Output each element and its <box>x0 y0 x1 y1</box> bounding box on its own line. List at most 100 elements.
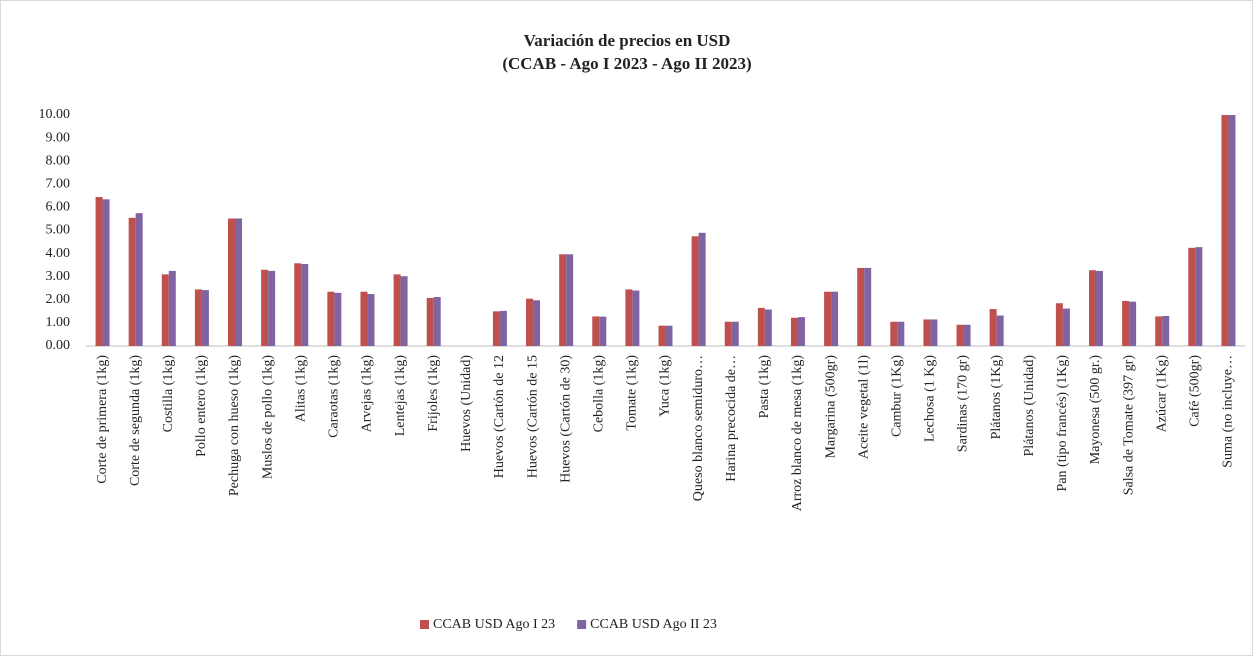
bar <box>102 199 110 346</box>
x-tick-label: Pasta (1kg) <box>757 355 772 419</box>
bar <box>1088 270 1096 346</box>
x-tick-label: Huevos (Cartón de 30) <box>558 355 573 483</box>
bar <box>533 300 541 346</box>
x-tick-label: Plátanos (Unidad) <box>1022 355 1037 457</box>
bar <box>824 291 832 346</box>
y-tick-label: 0.00 <box>46 338 71 353</box>
x-tick-label: Pollo entero (1kg) <box>194 355 209 457</box>
x-tick-label: Huevos (Cartón de 12 <box>492 355 507 478</box>
bar <box>492 311 500 346</box>
x-tick-label: Suma (no incluye… <box>1221 355 1236 468</box>
y-tick-label: 10.00 <box>39 107 71 122</box>
chart-subtitle: (CCAB - Ago I 2023 - Ago II 2023) <box>502 54 751 73</box>
x-tick-label: Margarina (500gr) <box>823 355 838 459</box>
x-tick-label: Cambur (1Kg) <box>890 355 905 437</box>
y-tick-label: 7.00 <box>46 177 71 192</box>
bar <box>864 267 872 346</box>
bar <box>135 213 143 346</box>
bar <box>923 319 931 346</box>
bar <box>433 297 441 346</box>
bar <box>797 317 805 346</box>
x-tick-label: Lechosa (1 Kg) <box>923 355 938 442</box>
y-tick-label: 3.00 <box>46 269 71 284</box>
x-tick-label: Corte de segunda (1kg) <box>128 355 143 486</box>
y-tick-label: 1.00 <box>46 315 71 330</box>
bar <box>400 276 408 346</box>
legend-label: CCAB USD Ago II 23 <box>590 617 717 632</box>
bar <box>724 321 732 346</box>
bar <box>559 254 567 346</box>
y-tick-label: 6.00 <box>46 200 71 215</box>
bar <box>757 307 765 346</box>
y-tick-label: 2.00 <box>46 292 71 307</box>
bar <box>194 289 202 346</box>
x-tick-label: Plátanos (1Kg) <box>989 355 1004 440</box>
x-tick-label: Harina precocida de… <box>724 355 739 482</box>
bar <box>691 236 699 346</box>
bar <box>1221 115 1229 346</box>
bar <box>268 270 276 346</box>
x-tick-label: Cebolla (1kg) <box>591 355 606 433</box>
bar <box>95 197 103 346</box>
bar <box>566 254 574 346</box>
x-tick-label: Pan (tipo francés) (1Kg) <box>1055 355 1070 492</box>
x-tick-label: Huevos (Cartón de 15 <box>525 355 540 478</box>
bar <box>327 291 335 346</box>
x-tick-label: Mayonesa (500 gr.) <box>1088 355 1103 465</box>
bar <box>831 291 839 346</box>
bar <box>1228 115 1236 346</box>
bar <box>665 325 673 346</box>
bar <box>228 218 236 346</box>
bar <box>790 317 798 346</box>
legend-label: CCAB USD Ago I 23 <box>433 617 555 632</box>
y-tick-label: 9.00 <box>46 130 71 145</box>
bar <box>261 269 269 346</box>
bar <box>128 217 136 346</box>
x-tick-label: Frijoles (1kg) <box>426 355 441 432</box>
x-tick-label: Café (500gr) <box>1188 355 1203 427</box>
bar <box>334 292 342 346</box>
bar <box>897 321 905 346</box>
bar <box>1162 315 1170 346</box>
bar <box>367 294 375 346</box>
bar <box>956 324 964 346</box>
bar <box>592 316 600 346</box>
y-tick-label: 5.00 <box>46 223 71 238</box>
bar <box>1062 308 1070 346</box>
bar <box>632 290 640 346</box>
chart-title: Variación de precios en USD <box>524 31 731 50</box>
bar <box>1195 247 1203 346</box>
bar <box>1155 316 1163 346</box>
x-tick-label: Azúcar (1Kg) <box>1154 355 1169 433</box>
bar <box>989 309 997 346</box>
x-tick-label: Costilla (1kg) <box>161 355 176 433</box>
x-tick-label: Pechuga con hueso (1kg) <box>227 355 242 496</box>
legend-swatch <box>577 620 587 629</box>
bar <box>426 297 434 346</box>
bar <box>161 274 169 346</box>
bar <box>857 267 865 346</box>
bar <box>1188 247 1196 346</box>
bar <box>1122 300 1130 346</box>
bar <box>499 310 507 346</box>
bar <box>625 289 633 346</box>
bar <box>599 316 607 346</box>
bar <box>890 321 898 346</box>
x-tick-label: Yuca (1kg) <box>658 355 673 417</box>
bar <box>930 319 938 346</box>
bar <box>301 263 309 346</box>
x-tick-label: Sardinas (170 gr) <box>956 355 971 453</box>
bar <box>235 218 243 346</box>
y-tick-label: 8.00 <box>46 153 71 168</box>
x-tick-label: Aceite vegetal (1l) <box>856 355 871 460</box>
x-tick-label: Muslos de pollo (1kg) <box>260 355 275 479</box>
x-tick-label: Corte de primera (1kg) <box>95 355 110 484</box>
bar <box>698 232 706 346</box>
x-tick-label: Queso blanco semiduro… <box>691 355 706 501</box>
x-tick-label: Alitas (1kg) <box>293 355 308 423</box>
bar <box>360 291 368 346</box>
bar <box>731 321 739 346</box>
bar <box>658 325 666 346</box>
bar <box>1095 270 1103 346</box>
bar <box>201 290 209 346</box>
